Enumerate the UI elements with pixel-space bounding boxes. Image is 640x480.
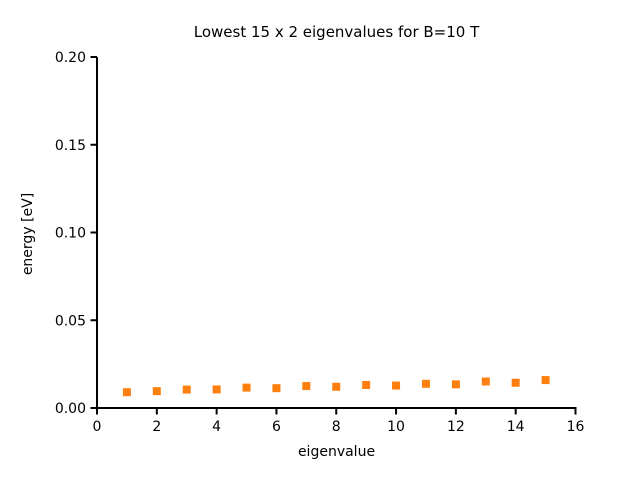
y-tick-label: 0.10: [55, 226, 86, 242]
x-tick-label: 0: [93, 419, 102, 435]
x-tick-label: 4: [212, 419, 221, 435]
chart-title: Lowest 15 x 2 eigenvalues for B=10 T: [193, 23, 480, 41]
data-point-marker: [302, 382, 311, 391]
data-point-marker: [451, 380, 460, 389]
data-point-marker: [272, 384, 281, 393]
data-point-marker: [182, 385, 191, 394]
data-point-marker: [212, 385, 221, 394]
data-point-marker: [541, 376, 550, 385]
data-point-marker: [242, 383, 251, 392]
x-axis-label: eigenvalue: [297, 444, 376, 460]
data-point-marker: [332, 382, 341, 391]
data-point-marker: [392, 381, 401, 390]
x-tick-label: 14: [507, 419, 525, 435]
data-point-marker: [421, 379, 430, 388]
data-point-marker: [511, 378, 520, 387]
x-tick-label: 8: [332, 419, 341, 435]
data-point-marker: [152, 387, 161, 396]
data-point-marker: [481, 377, 490, 386]
x-tick-label: 12: [447, 419, 465, 435]
x-tick-label: 6: [272, 419, 281, 435]
y-tick-label: 0.00: [55, 401, 86, 417]
x-tick-label: 10: [387, 419, 405, 435]
x-tick-label: 16: [567, 419, 585, 435]
data-point-marker: [122, 388, 131, 397]
data-point-marker: [362, 381, 371, 390]
y-tick-label: 0.15: [55, 138, 86, 154]
x-tick-label: 2: [152, 419, 161, 435]
y-tick-label: 0.05: [55, 313, 86, 329]
y-tick-label: 0.20: [55, 50, 86, 66]
y-axis-label: energy [eV]: [20, 192, 36, 276]
